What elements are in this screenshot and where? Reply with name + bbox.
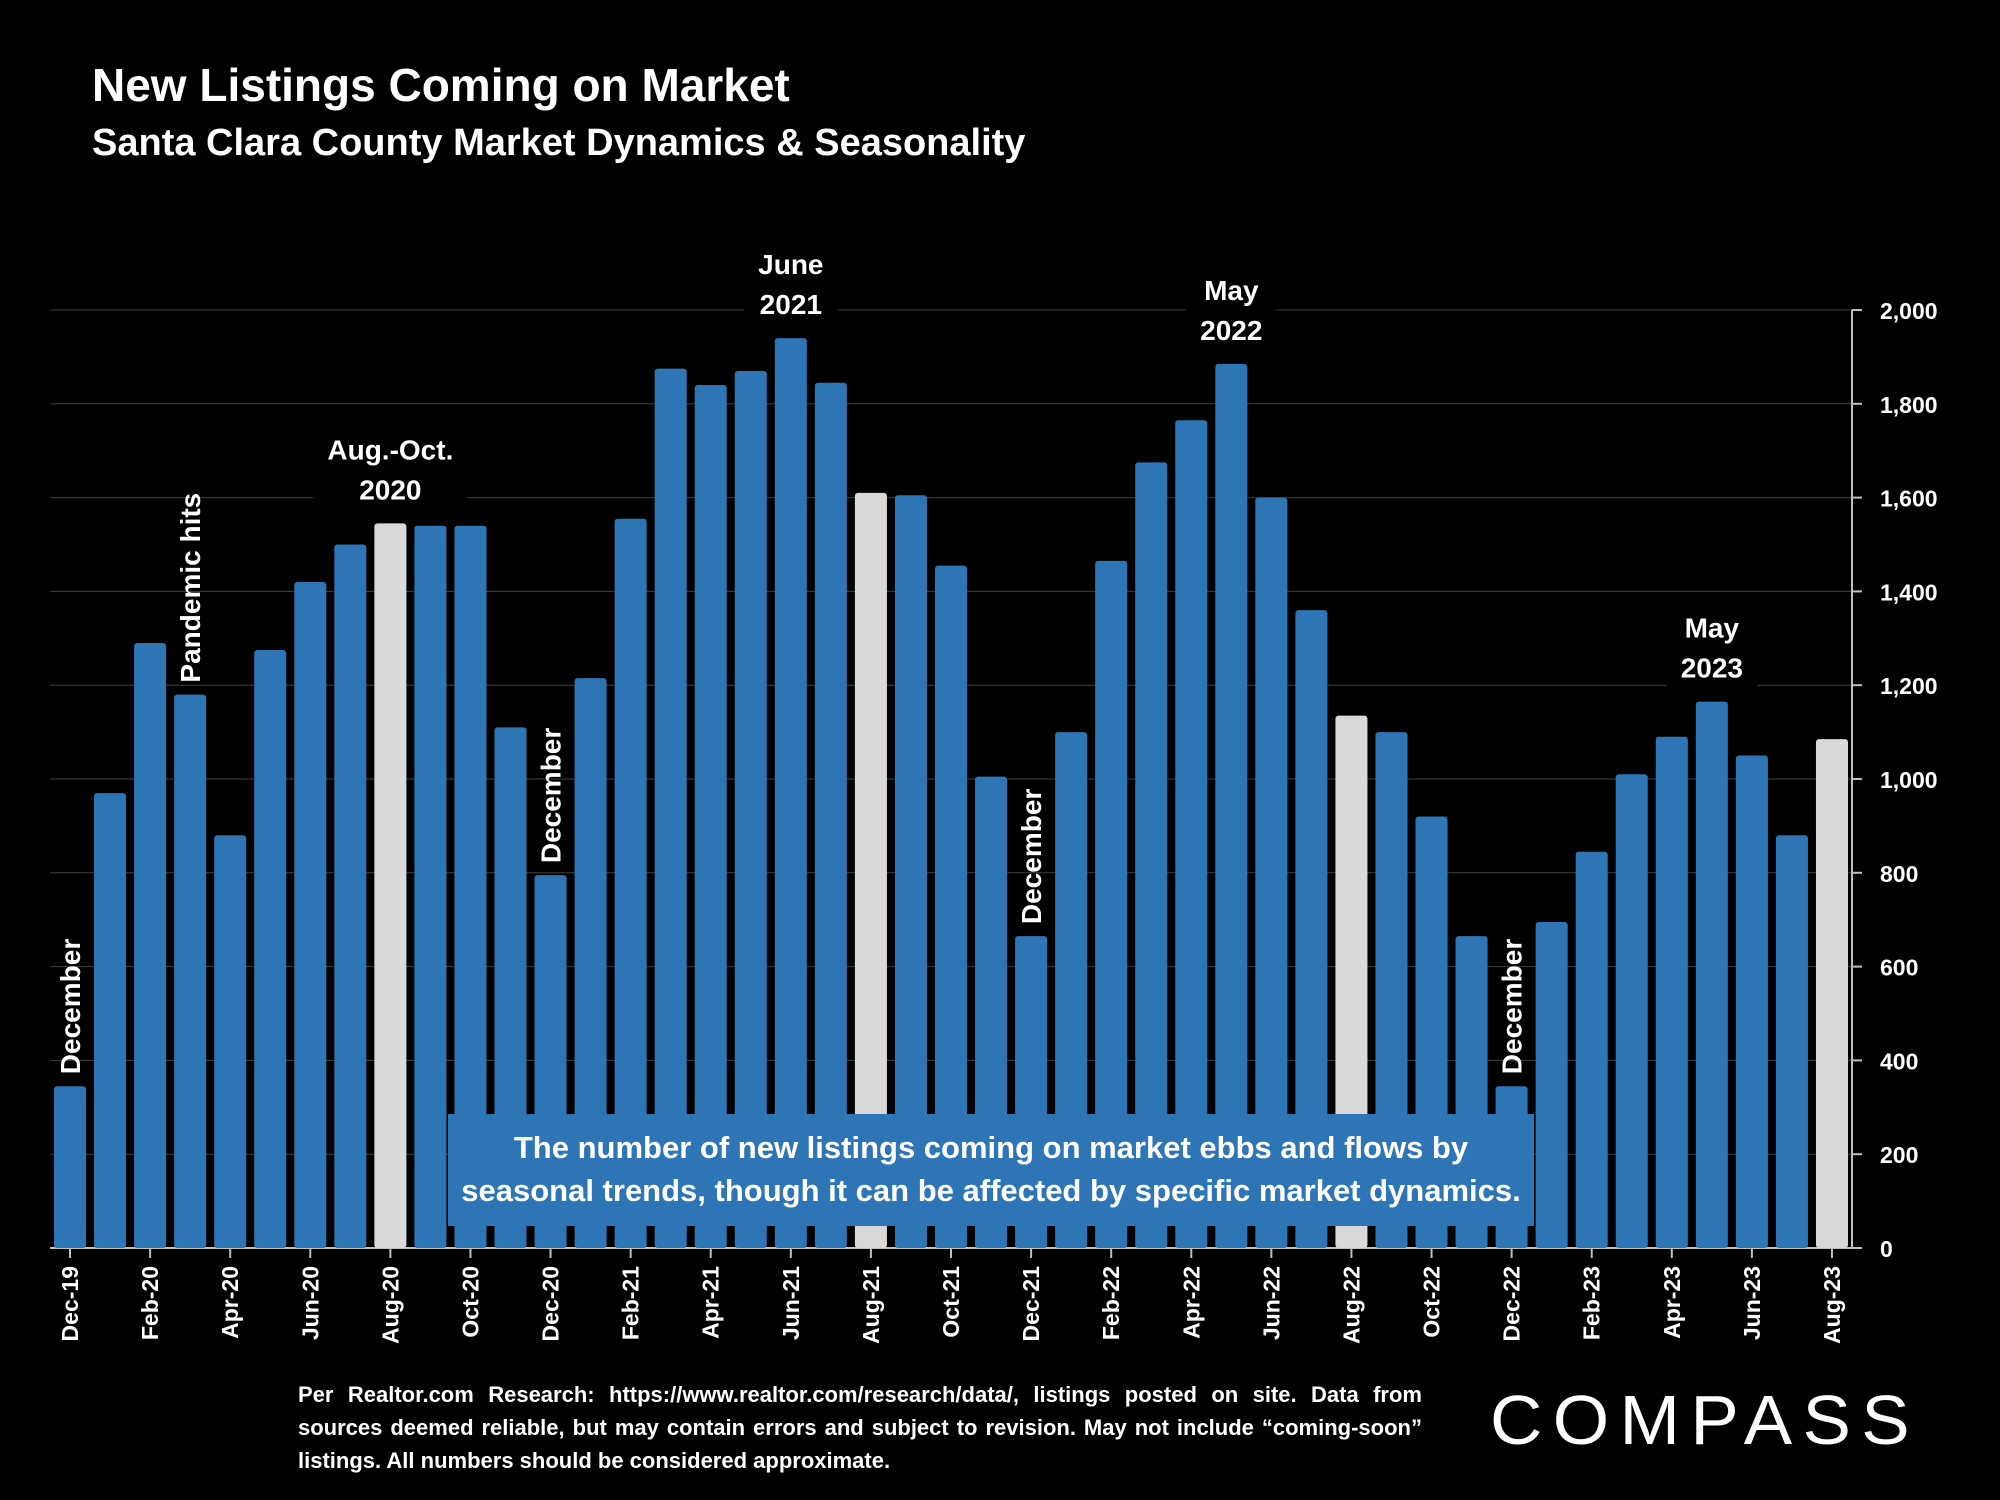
x-tick-label: Aug-22 xyxy=(1338,1266,1364,1344)
bar-May-22 xyxy=(1215,363,1248,1248)
bar-Mar-20 xyxy=(174,694,207,1248)
x-tick-label: Apr-20 xyxy=(217,1266,243,1339)
bar-Aug-21 xyxy=(854,492,887,1248)
bar-Jul-21 xyxy=(814,382,847,1248)
y-tick-label: 1,800 xyxy=(1880,392,1938,418)
annotation-background xyxy=(744,245,838,325)
bar-Apr-20 xyxy=(214,835,247,1248)
x-tick-label: Oct-20 xyxy=(457,1266,483,1338)
bar-Feb-23 xyxy=(1575,851,1608,1248)
y-tick-label: 1,200 xyxy=(1880,673,1938,699)
y-tick-label: 800 xyxy=(1880,861,1918,887)
bar-Jan-23 xyxy=(1535,922,1568,1248)
annotation-label: December xyxy=(55,939,86,1075)
x-tick-label: Feb-23 xyxy=(1579,1266,1605,1340)
bar-Jun-21 xyxy=(774,338,807,1248)
y-tick-label: 1,000 xyxy=(1880,767,1938,793)
bar-Dec-19 xyxy=(54,1086,87,1248)
bar-Jul-20 xyxy=(334,544,367,1248)
bar-May-20 xyxy=(254,650,287,1248)
y-tick-label: 200 xyxy=(1880,1142,1918,1168)
annotation-label: May 2022 xyxy=(1200,275,1262,346)
x-tick-label: Jun-22 xyxy=(1258,1266,1284,1340)
bar-Feb-20 xyxy=(134,642,167,1248)
x-tick-label: Feb-20 xyxy=(137,1266,163,1340)
annotation-label: Aug.-Oct. 2020 xyxy=(327,434,453,505)
x-tick-label: Apr-21 xyxy=(698,1266,724,1339)
bar-Mar-22 xyxy=(1135,462,1168,1248)
bar-Jan-20 xyxy=(94,793,127,1248)
x-tick-label: Feb-22 xyxy=(1098,1266,1124,1340)
annotation-background xyxy=(1186,270,1277,350)
bar-Jul-23 xyxy=(1775,835,1808,1248)
annotation-label: December xyxy=(536,728,567,864)
bar-May-23 xyxy=(1695,701,1728,1248)
x-tick-label: Aug-21 xyxy=(858,1266,884,1344)
chart-note: The number of new listings coming on mar… xyxy=(448,1114,1534,1226)
x-tick-label: Jun-20 xyxy=(297,1266,323,1340)
bar-Apr-22 xyxy=(1175,420,1208,1249)
chart-title: New Listings Coming on Market xyxy=(92,59,790,111)
bar-Jun-22 xyxy=(1255,497,1288,1249)
x-tick-label: Apr-22 xyxy=(1178,1266,1204,1339)
bar-Jun-20 xyxy=(294,582,327,1248)
annotation-background xyxy=(1666,608,1757,688)
y-tick-label: 2,000 xyxy=(1880,298,1938,324)
annotation-label: Pandemic hits xyxy=(175,493,206,683)
y-tick-label: 400 xyxy=(1880,1048,1918,1074)
source-note: Per Realtor.com Research: https://www.re… xyxy=(298,1382,1422,1473)
chart-subtitle: Santa Clara County Market Dynamics & Sea… xyxy=(92,122,1026,164)
bar-Oct-20 xyxy=(454,525,487,1248)
bar-Feb-21 xyxy=(614,518,647,1248)
y-tick-label: 0 xyxy=(1880,1236,1893,1262)
bar-Aug-23 xyxy=(1815,739,1848,1248)
x-tick-label: Apr-23 xyxy=(1659,1266,1685,1339)
x-tick-label: Jun-21 xyxy=(778,1266,804,1340)
bar-Sep-20 xyxy=(414,525,447,1248)
bar-May-21 xyxy=(734,370,767,1249)
compass-logo-text: COMPASS xyxy=(1490,1381,1920,1458)
annotation-label: May 2023 xyxy=(1681,613,1743,684)
bar-Oct-21 xyxy=(934,565,968,1248)
bar-Sep-21 xyxy=(894,495,927,1248)
annotation-background xyxy=(313,430,468,510)
y-tick-label: 1,400 xyxy=(1880,579,1938,605)
y-tick-label: 600 xyxy=(1880,955,1918,981)
bar-Feb-22 xyxy=(1095,560,1128,1248)
annotation-label: June 2021 xyxy=(758,249,823,320)
x-tick-label: Dec-22 xyxy=(1499,1266,1525,1341)
x-tick-label: Aug-20 xyxy=(377,1266,403,1344)
bar-Jan-21 xyxy=(574,678,607,1248)
x-tick-label: Oct-22 xyxy=(1419,1266,1445,1338)
x-tick-label: Dec-21 xyxy=(1018,1266,1044,1342)
y-tick-label: 1,600 xyxy=(1880,486,1938,512)
bar-Mar-23 xyxy=(1615,774,1648,1248)
annotation-label: December xyxy=(1016,789,1047,925)
bar-Apr-21 xyxy=(694,385,727,1248)
bar-Jun-23 xyxy=(1735,755,1768,1248)
compass-logo: COMPASS xyxy=(1490,1381,1920,1458)
x-tick-label: Dec-20 xyxy=(538,1266,564,1341)
x-tick-label: Aug-23 xyxy=(1819,1266,1845,1344)
x-tick-label: Oct-21 xyxy=(938,1266,964,1338)
bar-Jul-22 xyxy=(1295,610,1328,1248)
bar-Apr-23 xyxy=(1655,736,1688,1248)
bar-Aug-20 xyxy=(374,523,407,1248)
annotation-label: December xyxy=(1497,939,1528,1075)
x-tick-label: Feb-21 xyxy=(618,1266,644,1340)
x-tick-label: Jun-23 xyxy=(1739,1266,1765,1340)
x-tick-label: Dec-19 xyxy=(57,1266,83,1341)
bar-Mar-21 xyxy=(654,368,687,1248)
